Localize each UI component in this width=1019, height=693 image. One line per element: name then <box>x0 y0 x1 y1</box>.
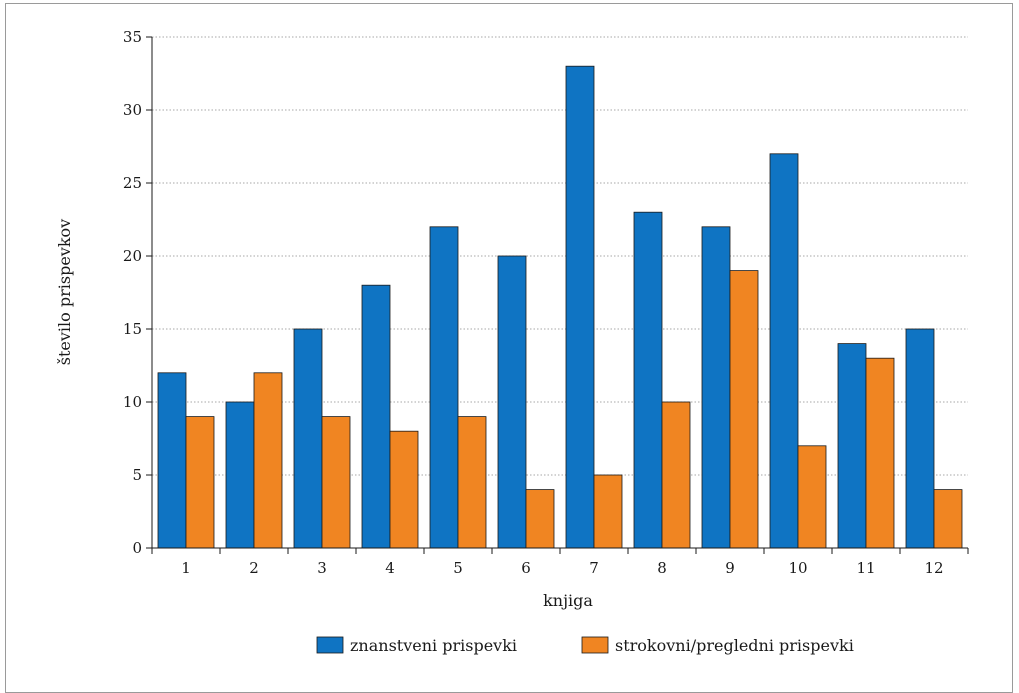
bar-strokovni <box>593 474 623 549</box>
bar-znanstveni <box>429 226 459 549</box>
x-tick-label: 11 <box>856 559 875 577</box>
bar-znanstveni <box>633 211 663 549</box>
bar-strokovni <box>661 401 691 549</box>
x-tick-label: 12 <box>924 559 943 577</box>
bar-znanstveni <box>225 401 255 549</box>
y-axis-title: število prispevkov <box>55 219 74 365</box>
bar-znanstveni <box>293 328 323 549</box>
axes <box>146 36 969 554</box>
bar-strokovni <box>185 416 215 549</box>
y-tick-label: 20 <box>123 247 142 265</box>
bar-strokovni <box>389 430 419 549</box>
bar-znanstveni <box>361 284 391 549</box>
x-tick-label: 10 <box>788 559 807 577</box>
bars <box>157 65 963 549</box>
y-tick-label: 15 <box>123 320 142 338</box>
x-tick-labels: 1 2 3 4 5 6 7 8 9 10 11 12 <box>181 559 943 577</box>
x-tick-label: 7 <box>589 559 599 577</box>
bar-strokovni <box>457 416 487 549</box>
bar-strokovni <box>525 489 555 549</box>
bar-znanstveni <box>905 328 935 549</box>
bar-znanstveni <box>837 343 867 549</box>
bar-znanstveni <box>565 65 595 549</box>
bar-strokovni <box>253 372 283 549</box>
bar-znanstveni <box>497 255 527 549</box>
bar-znanstveni <box>769 153 799 549</box>
y-tick-label: 35 <box>123 28 142 46</box>
y-tick-label: 0 <box>132 539 142 557</box>
y-tick-label: 30 <box>123 101 142 119</box>
y-tick-label: 25 <box>123 174 142 192</box>
bar-strokovni <box>865 357 895 549</box>
x-tick-label: 8 <box>657 559 667 577</box>
y-tick-label: 10 <box>123 393 142 411</box>
bar-strokovni <box>729 270 759 549</box>
x-tick-label: 3 <box>317 559 327 577</box>
bar-znanstveni <box>157 372 187 549</box>
x-tick-label: 1 <box>181 559 191 577</box>
bar-strokovni <box>933 489 963 549</box>
gridlines <box>152 36 968 476</box>
y-tick-labels: 0 5 10 15 20 25 30 35 <box>123 28 142 557</box>
legend-label: strokovni/pregledni prispevki <box>615 636 854 655</box>
x-tick-label: 6 <box>521 559 531 577</box>
legend-label: znanstveni prispevki <box>350 636 517 655</box>
x-tick-label: 4 <box>385 559 395 577</box>
legend-swatch <box>581 636 609 654</box>
bar-strokovni <box>797 445 827 549</box>
bar-strokovni <box>321 416 351 549</box>
legend-swatch <box>316 636 344 654</box>
x-axis-title: knjiga <box>543 591 593 610</box>
x-tick-label: 9 <box>725 559 735 577</box>
x-tick-label: 5 <box>453 559 463 577</box>
legend: znanstveni prispevki strokovni/pregledni … <box>316 636 854 655</box>
y-tick-label: 5 <box>132 466 142 484</box>
x-tick-label: 2 <box>249 559 259 577</box>
bar-znanstveni <box>701 226 731 549</box>
